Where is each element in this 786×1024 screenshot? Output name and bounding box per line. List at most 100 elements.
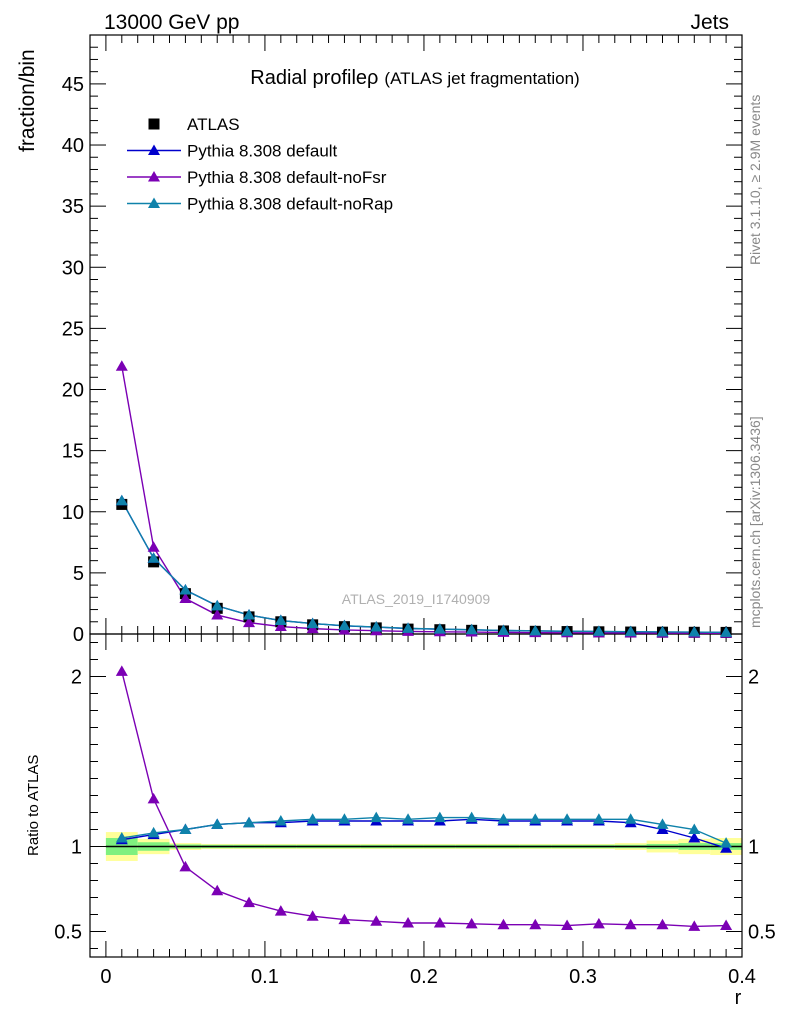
y-tick-label: 30: [62, 257, 84, 279]
header-right: Jets: [690, 11, 729, 34]
ratio-point-nofsr: [402, 917, 415, 928]
ratio-point-default: [688, 832, 701, 843]
data-point-norap: [529, 624, 542, 636]
y-tick-label: 35: [62, 196, 84, 218]
data-point-nofsr: [243, 616, 256, 628]
data-point-norap: [370, 621, 383, 632]
data-point-norap: [624, 625, 637, 637]
data-point-norap: [465, 623, 478, 635]
data-point-norap: [592, 625, 605, 636]
ratio-point-norap: [433, 811, 446, 823]
y-tick-label: 45: [62, 74, 84, 96]
mcplots-label: mcplots.cern.ch [arXiv:1306.3436]: [747, 416, 763, 628]
ratio-line-norap: [121, 816, 727, 844]
ratio-point-nofsr: [465, 917, 478, 929]
analysis-id: ATLAS_2019_I1740909: [342, 591, 491, 607]
ratio-point-nofsr: [720, 919, 733, 931]
ratio-point-norap: [370, 811, 383, 823]
x-axis-label: r: [735, 987, 742, 1009]
x-tick-label: 0.3: [569, 966, 597, 988]
ratio-point-norap: [306, 813, 319, 824]
chart-title: Radial profileρ (ATLAS jet fragmentation): [250, 67, 579, 89]
ratio-point-norap: [561, 813, 574, 824]
data-point-nofsr: [274, 620, 287, 632]
ratio-point-nofsr: [561, 919, 574, 931]
data-point-norap: [656, 625, 669, 637]
ratio-point-nofsr: [274, 905, 287, 916]
ratio-point-nofsr: [338, 913, 351, 925]
legend-marker-default: [148, 144, 160, 155]
ratio-point-norap: [274, 815, 287, 826]
ratio-point-nofsr: [306, 910, 319, 921]
ratio-point-norap: [529, 813, 542, 824]
ratio-point-nofsr: [656, 918, 669, 930]
ratio-point-nofsr: [243, 896, 256, 908]
legend-label-nofsr: Pythia 8.308 default-noFsr: [187, 168, 387, 187]
ratio-point-nofsr: [497, 918, 510, 930]
ratio-point-nofsr: [179, 860, 192, 872]
ratio-point-nofsr: [147, 792, 160, 804]
main-ylabel: fraction/bin: [16, 49, 39, 152]
y-tick-label: 20: [62, 380, 84, 402]
y-tick-label: 0: [73, 624, 84, 646]
ratio-y-tick-label: 0.5: [54, 922, 82, 944]
ratio-point-nofsr: [688, 920, 701, 931]
ratio-point-norap: [656, 818, 669, 829]
ratio-point-norap: [338, 813, 351, 824]
header-left: 13000 GeV pp: [104, 11, 239, 34]
ratio-point-nofsr: [433, 917, 446, 928]
y-tick-label: 40: [62, 135, 84, 157]
ratio-point-nofsr: [370, 915, 383, 926]
x-tick-label: 0.2: [410, 966, 438, 988]
ratio-point-nofsr: [529, 918, 542, 930]
ratio-line-nofsr: [121, 671, 727, 928]
y-tick-label: 15: [62, 441, 84, 463]
ratio-point-norap: [243, 816, 256, 828]
data-point-norap: [338, 619, 351, 631]
data-point-norap: [306, 617, 319, 629]
x-tick-label: 0: [100, 966, 111, 988]
ratio-y-tick-label: 1: [71, 837, 82, 859]
data-point-norap: [433, 623, 446, 634]
ratio-point-norap: [720, 837, 733, 848]
ratio-y-tick-label-right: 2: [748, 667, 759, 689]
legend-marker-norap: [148, 197, 160, 208]
chart-title-symbol: ρ: [367, 67, 378, 89]
ratio-ylabel: Ratio to ATLAS: [25, 755, 42, 856]
ratio-y-tick-label: 2: [71, 667, 82, 689]
chart-draw-layer: 0 0.1 0.2 0.3 0.4 0 5 10 15 20 25 30 35 40 45 0.5 0.5 1 1 2…: [54, 34, 776, 988]
data-point-norap: [243, 609, 256, 620]
data-point-norap: [211, 599, 224, 611]
ratio-y-tick-label-right: 1: [748, 837, 759, 859]
legend-label-default: Pythia 8.308 default: [187, 142, 338, 161]
x-tick-label: 0.1: [251, 966, 279, 988]
ratio-point-nofsr: [211, 884, 224, 896]
data-point-norap: [115, 494, 128, 506]
legend-label-atlas: ATLAS: [187, 115, 240, 134]
y-tick-label: 25: [62, 318, 84, 340]
ratio-point-norap: [465, 811, 478, 823]
data-point-norap: [561, 625, 574, 636]
ratio-point-norap: [688, 823, 701, 834]
data-point-nofsr: [115, 360, 128, 371]
ratio-point-nofsr: [624, 918, 637, 930]
ratio-point-norap: [592, 813, 605, 824]
rivet-label: Rivet 3.1.10, ≥ 2.9M events: [747, 95, 763, 265]
data-point-norap: [402, 622, 415, 633]
ratio-point-norap: [211, 818, 224, 829]
data-point-norap: [688, 626, 701, 637]
ratio-y-tick-label-right: 0.5: [748, 922, 776, 944]
legend-label-norap: Pythia 8.308 default-noRap: [187, 195, 393, 214]
y-tick-label: 5: [73, 563, 84, 585]
ratio-plot-frame: [89, 633, 743, 958]
ratio-point-nofsr: [592, 917, 605, 929]
chart-title-main: Radial profile: [250, 67, 367, 89]
chart-title-sub: (ATLAS jet fragmentation): [384, 69, 579, 88]
y-tick-label: 10: [62, 502, 84, 524]
ratio-point-norap: [179, 823, 192, 834]
data-point-norap: [179, 583, 192, 595]
data-point-nofsr: [147, 541, 160, 552]
ratio-point-norap: [402, 813, 415, 824]
data-point-norap: [274, 614, 287, 626]
